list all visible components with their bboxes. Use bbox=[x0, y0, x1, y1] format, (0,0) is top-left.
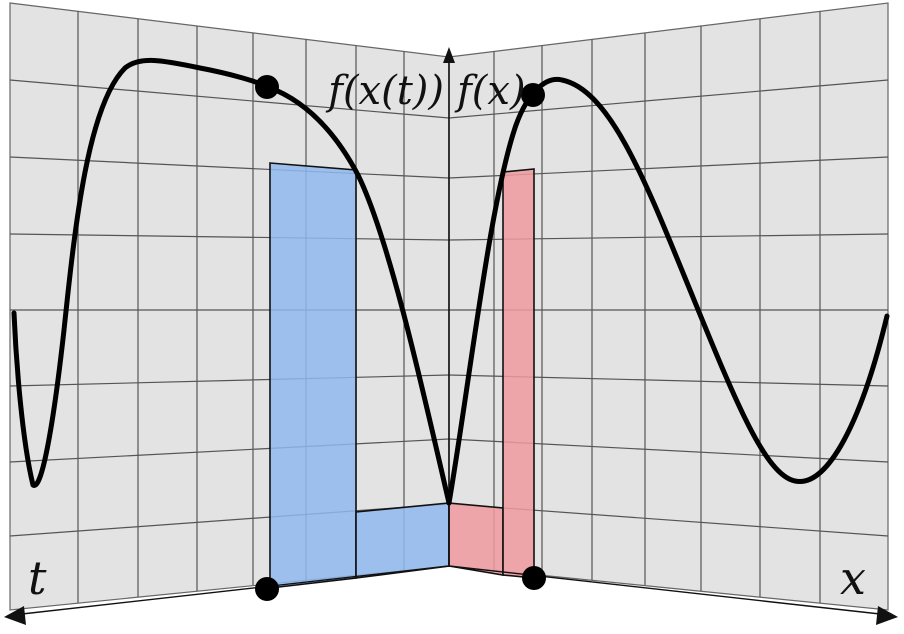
right-function-label: f(x) bbox=[454, 68, 526, 114]
left-function-label: f(x(t)) bbox=[325, 68, 444, 114]
bottom-left-point bbox=[255, 577, 279, 601]
red-region bbox=[448, 168, 535, 579]
composed-curve bbox=[11, 57, 452, 506]
right-bottom-axis bbox=[448, 565, 881, 615]
left-axis-label: t bbox=[28, 551, 47, 605]
top-right-point bbox=[521, 83, 545, 107]
left-axis-arrow-icon bbox=[4, 606, 26, 625]
center-axis-arrow-icon bbox=[443, 47, 455, 63]
blue-region bbox=[269, 162, 450, 589]
function-curve bbox=[446, 76, 890, 506]
top-left-point bbox=[255, 75, 279, 99]
bottom-right-point bbox=[522, 566, 546, 590]
left-bottom-axis bbox=[21, 565, 450, 615]
right-axis-label: x bbox=[840, 551, 866, 605]
right-axis-arrow-icon bbox=[876, 606, 898, 625]
